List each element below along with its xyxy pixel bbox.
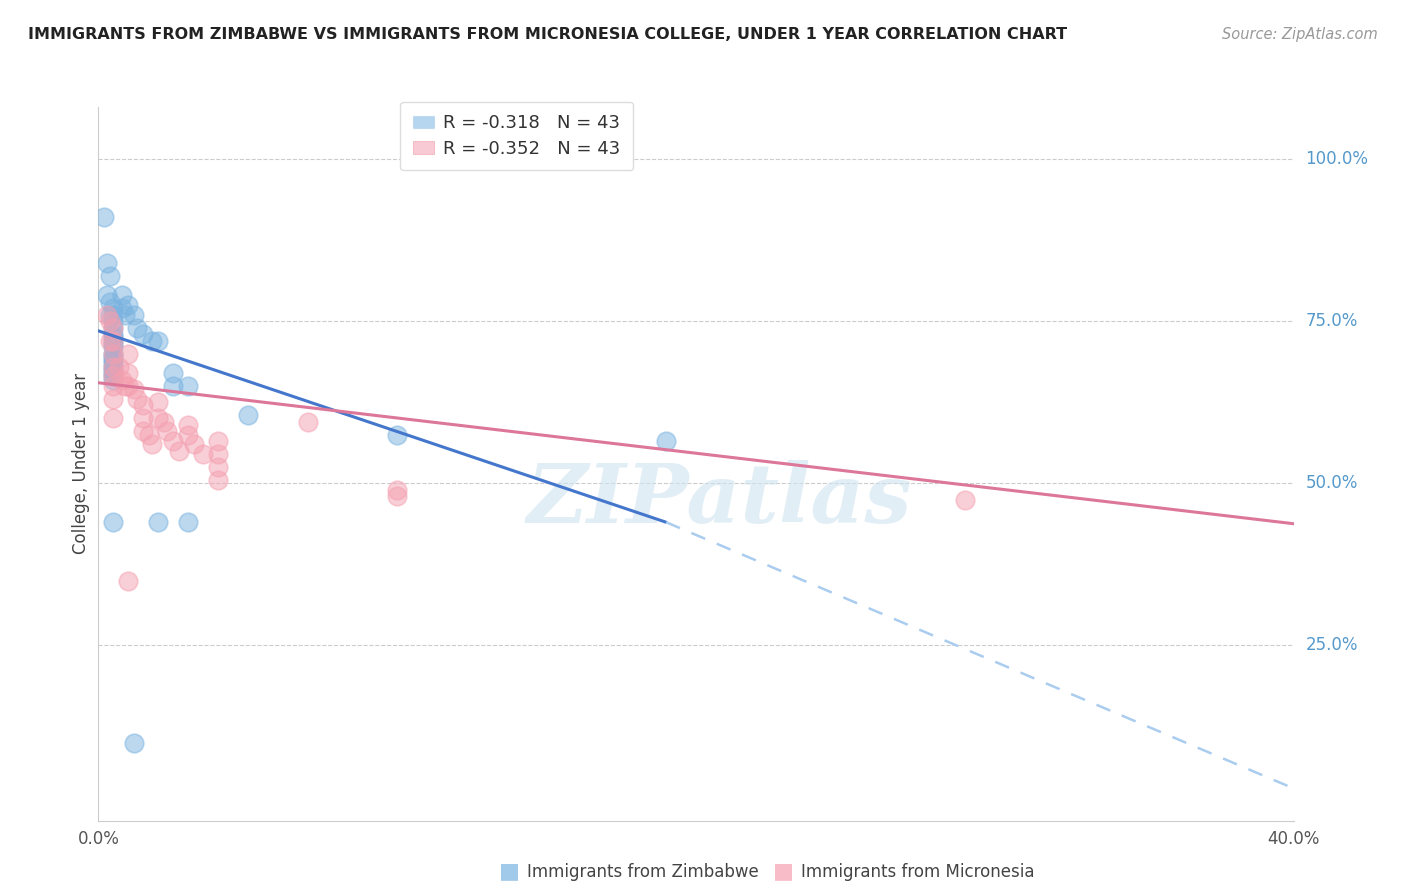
Point xyxy=(103,366,125,380)
Point xyxy=(207,447,229,461)
Point xyxy=(114,308,136,322)
Text: ■: ■ xyxy=(773,862,794,881)
Point xyxy=(124,736,146,750)
Text: ■: ■ xyxy=(499,862,520,881)
Point xyxy=(98,334,122,348)
Point xyxy=(153,415,176,429)
Point xyxy=(108,359,131,374)
Text: 25.0%: 25.0% xyxy=(1305,637,1358,655)
Point xyxy=(103,308,125,322)
Point xyxy=(96,308,118,322)
Point xyxy=(167,443,190,458)
Point xyxy=(207,434,229,449)
Text: 75.0%: 75.0% xyxy=(1305,312,1358,330)
Point xyxy=(103,411,125,425)
Point xyxy=(148,334,170,348)
Point xyxy=(156,425,179,439)
Point xyxy=(103,346,125,360)
Point xyxy=(103,379,125,393)
Text: 100.0%: 100.0% xyxy=(1305,150,1368,168)
Point xyxy=(98,314,122,328)
Point xyxy=(96,288,118,302)
Point xyxy=(103,359,125,374)
Point xyxy=(385,427,409,442)
Point xyxy=(177,379,200,393)
Point xyxy=(111,288,134,302)
Point xyxy=(103,353,125,368)
Point xyxy=(117,574,139,588)
Point xyxy=(162,379,184,393)
Text: IMMIGRANTS FROM ZIMBABWE VS IMMIGRANTS FROM MICRONESIA COLLEGE, UNDER 1 YEAR COR: IMMIGRANTS FROM ZIMBABWE VS IMMIGRANTS F… xyxy=(28,27,1067,42)
Point xyxy=(138,427,160,442)
Point xyxy=(177,417,200,432)
Point xyxy=(117,379,139,393)
Point xyxy=(103,320,125,334)
Point xyxy=(141,437,163,451)
Point xyxy=(124,308,146,322)
Point xyxy=(132,399,155,413)
Point xyxy=(103,356,125,370)
Point xyxy=(127,320,149,334)
Point xyxy=(103,372,125,386)
Point xyxy=(177,427,200,442)
Y-axis label: College, Under 1 year: College, Under 1 year xyxy=(72,373,90,555)
Point xyxy=(207,460,229,475)
Point xyxy=(103,359,125,374)
Point xyxy=(103,340,125,354)
Point xyxy=(111,372,134,386)
Point xyxy=(117,298,139,312)
Point xyxy=(124,382,146,396)
Text: Immigrants from Zimbabwe: Immigrants from Zimbabwe xyxy=(527,863,759,881)
Point xyxy=(98,294,122,309)
Text: Immigrants from Micronesia: Immigrants from Micronesia xyxy=(801,863,1035,881)
Point xyxy=(297,415,319,429)
Point xyxy=(191,447,214,461)
Point xyxy=(148,395,170,409)
Point xyxy=(117,366,139,380)
Point xyxy=(953,492,976,507)
Point xyxy=(103,515,125,529)
Point xyxy=(132,425,155,439)
Text: 50.0%: 50.0% xyxy=(1305,475,1358,492)
Point xyxy=(114,379,136,393)
Legend: R = -0.318   N = 43, R = -0.352   N = 43: R = -0.318 N = 43, R = -0.352 N = 43 xyxy=(401,102,633,170)
Point xyxy=(148,411,170,425)
Point xyxy=(103,330,125,344)
Point xyxy=(148,515,170,529)
Point xyxy=(236,408,259,422)
Point xyxy=(103,369,125,384)
Point xyxy=(162,366,184,380)
Point xyxy=(103,363,125,377)
Point xyxy=(103,301,125,315)
Point xyxy=(96,256,118,270)
Point xyxy=(103,336,125,351)
Point xyxy=(98,268,122,283)
Point xyxy=(103,327,125,342)
Point xyxy=(207,473,229,487)
Text: ZIPatlas: ZIPatlas xyxy=(527,459,912,540)
Point xyxy=(103,346,125,360)
Point xyxy=(141,334,163,348)
Point xyxy=(98,308,122,322)
Point xyxy=(103,334,125,348)
Point xyxy=(111,301,134,315)
Point xyxy=(103,320,125,334)
Point xyxy=(183,437,205,451)
Point xyxy=(103,392,125,406)
Point xyxy=(162,434,184,449)
Point xyxy=(655,434,678,449)
Point xyxy=(177,515,200,529)
Point xyxy=(385,489,409,503)
Point xyxy=(103,369,125,384)
Point xyxy=(103,314,125,328)
Point xyxy=(132,411,155,425)
Point xyxy=(127,392,149,406)
Point xyxy=(103,334,125,348)
Text: Source: ZipAtlas.com: Source: ZipAtlas.com xyxy=(1222,27,1378,42)
Point xyxy=(385,483,409,497)
Point xyxy=(117,346,139,360)
Point xyxy=(132,327,155,342)
Point xyxy=(103,350,125,364)
Point xyxy=(93,211,115,225)
